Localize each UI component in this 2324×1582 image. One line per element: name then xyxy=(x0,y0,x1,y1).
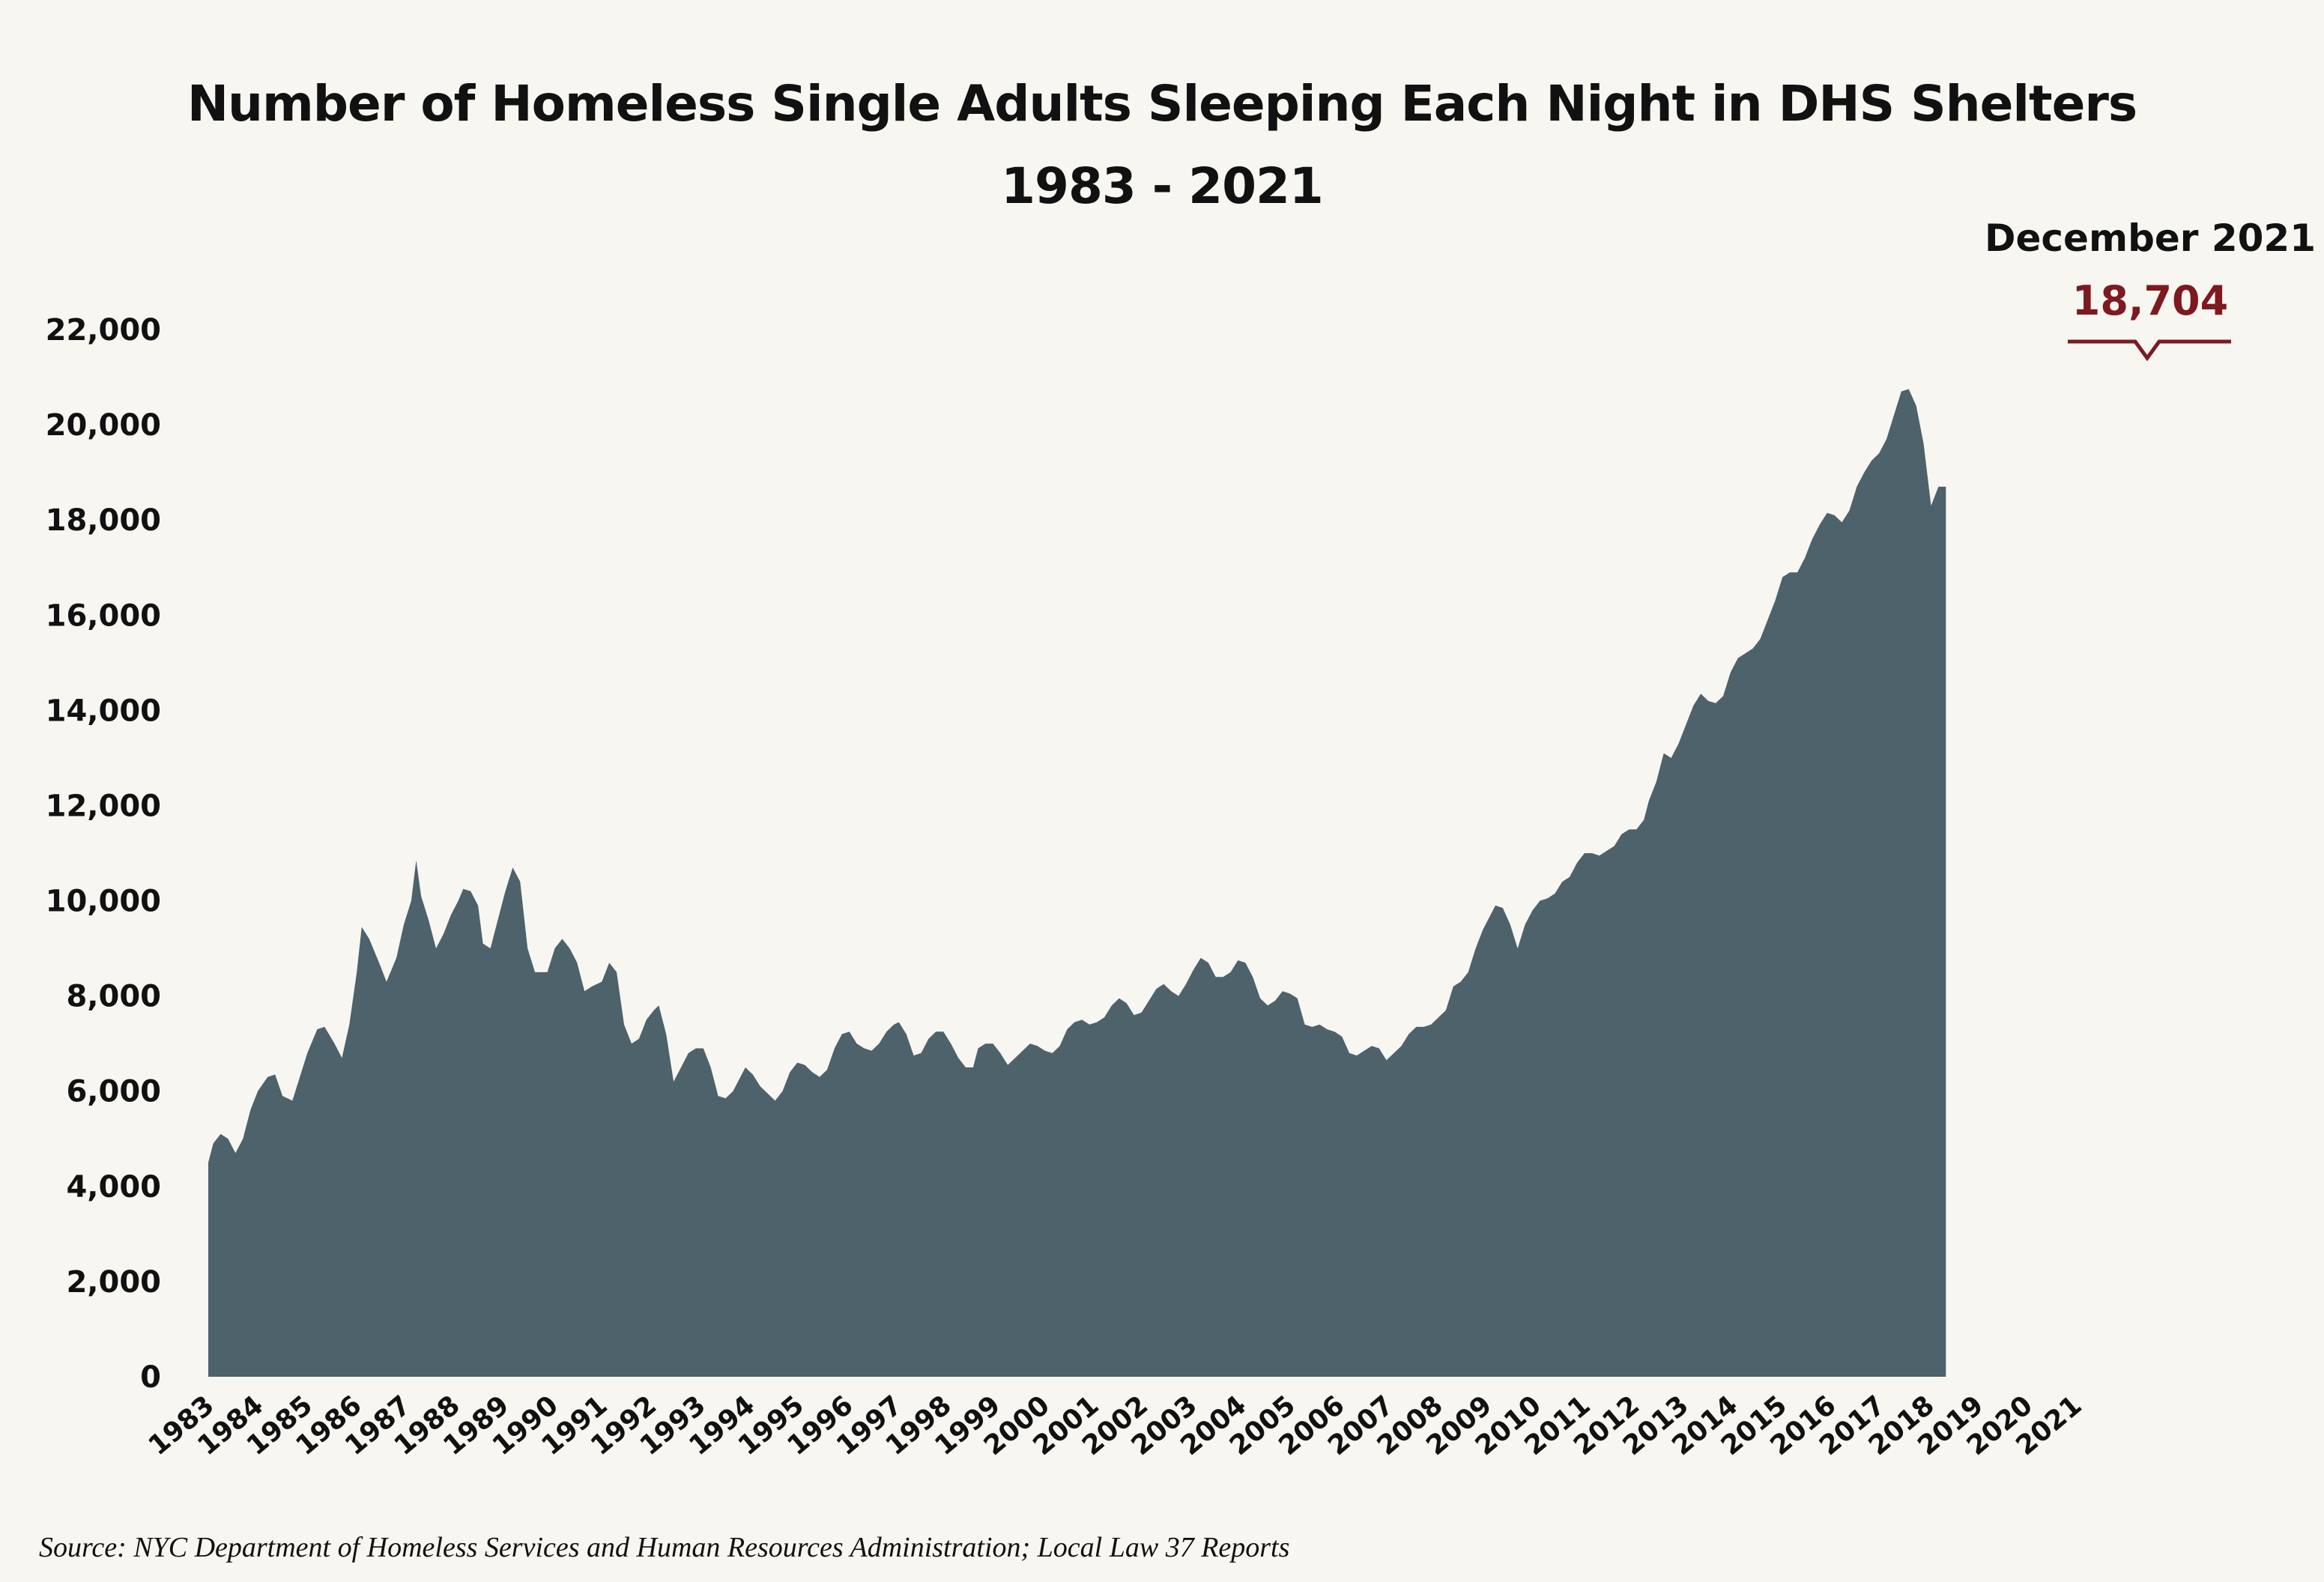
callout-bracket-pointer xyxy=(2068,339,2231,362)
chart-title: Number of Homeless Single Adults Sleepin… xyxy=(187,75,2137,133)
y-axis: 0 2,000 4,000 6,000 8,000 10,000 12,000 14,000 1… xyxy=(46,313,161,1395)
december-2021-callout: December 2021 18,704 xyxy=(1985,216,2316,362)
chart-subtitle-years: 1983 - 2021 xyxy=(1001,157,1324,215)
y-tick-label: 0 xyxy=(140,1360,161,1395)
y-tick-label: 16,000 xyxy=(46,598,161,633)
y-tick-label: 22,000 xyxy=(46,313,161,348)
y-tick-label: 6,000 xyxy=(66,1075,161,1109)
y-tick-label: 18,000 xyxy=(46,503,161,538)
callout-date-label: December 2021 xyxy=(1985,216,2316,260)
y-tick-label: 12,000 xyxy=(46,789,161,823)
area-series-homeless-adults xyxy=(208,389,1946,1377)
y-tick-label: 2,000 xyxy=(66,1265,161,1300)
y-tick-label: 14,000 xyxy=(46,694,161,728)
callout-value-label: 18,704 xyxy=(2072,277,2228,324)
x-axis: 1983198419851986198719881989199019911992… xyxy=(143,1389,2088,1461)
y-tick-label: 8,000 xyxy=(66,980,161,1014)
y-tick-label: 10,000 xyxy=(46,885,161,919)
y-tick-label: 20,000 xyxy=(46,408,161,443)
source-note: Source: NYC Department of Homeless Servi… xyxy=(39,1532,1290,1563)
y-tick-label: 4,000 xyxy=(66,1170,161,1204)
